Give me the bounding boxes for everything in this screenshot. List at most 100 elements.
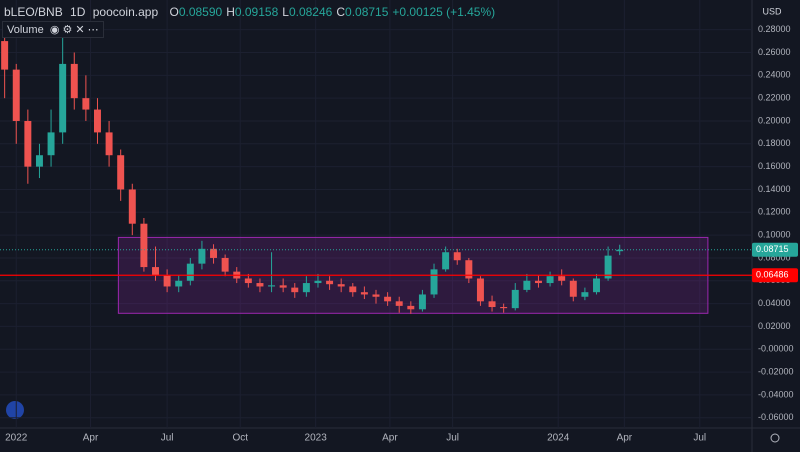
c-label: C [336,5,346,19]
l-label: L [282,5,289,19]
y-tick-label: 0.20000 [758,115,791,125]
candle-body [372,294,380,297]
x-tick-label: Jul [161,433,174,444]
x-tick-label: Oct [232,433,248,444]
o-value: 0.08590 [178,5,223,19]
candle-body [12,69,20,121]
price-tag [752,242,798,257]
candle-body [256,283,264,287]
y-tick-label: 0.04000 [758,298,791,308]
candle-body [476,278,484,302]
candle-body [511,289,519,309]
candle-body [291,287,299,293]
l-value: 0.08246 [288,5,333,19]
y-tick-label: 0.02000 [758,321,791,331]
candle-body [604,255,612,279]
candle-body [442,252,450,270]
candle-body [70,63,78,99]
candle-body [500,307,508,309]
ohlc: O0.08590 H0.09158 L0.08246 C0.08715 +0.00125… [169,5,499,19]
x-tick-label: Jul [693,433,706,444]
candle-body [453,252,461,261]
candle-body [210,248,218,258]
price-axis [752,0,800,452]
candle-body [1,41,9,70]
o-label: O [169,5,179,19]
logo [6,401,24,419]
candle-body [395,301,403,306]
candle-body [140,223,148,268]
candle-body [384,296,392,302]
y-tick-label: 0.18000 [758,138,791,148]
h-label: H [226,5,235,19]
price-tag-label: 0.08715 [756,244,789,254]
candle-body [117,155,125,190]
candle-body [198,248,206,264]
candle-body [558,276,566,281]
x-tick-label: 2022 [5,433,28,444]
settings-icon[interactable] [770,433,780,443]
candle-body [349,286,357,293]
interval[interactable]: 1D [70,5,86,19]
candle-body [94,109,101,133]
y-tick-label: 0.26000 [758,47,791,57]
candle-body [82,98,90,110]
candle-body [268,285,276,287]
y-tick-label: -0.04000 [758,389,794,399]
currency[interactable]: USD [762,6,782,16]
pane-label[interactable]: Volume ◉ ⚙ ✕ ⋯ [2,21,104,38]
candle-body [407,305,415,310]
candle-body [616,249,624,252]
candle-body [465,260,473,279]
candle-body [534,280,542,284]
candle-body [221,257,229,272]
candle-body [488,301,496,308]
pane-name: Volume [7,24,44,36]
candle-body [186,263,194,281]
y-tick-label: 0.28000 [758,24,791,34]
candle-body [24,120,32,167]
candle-body [175,280,183,287]
x-tick-label: Jul [446,433,459,444]
candle-body [279,285,287,288]
candle-body [128,189,136,224]
h-value: 0.09158 [234,5,279,19]
candle-body [326,280,334,285]
c-value: 0.08715 [345,5,389,19]
candle-body [593,278,600,293]
candle-body [152,267,159,276]
y-tick-label: 0.16000 [758,161,791,171]
x-tick-label: Apr [382,433,398,444]
y-tick-label: 0.12000 [758,207,791,217]
candle-body [569,280,577,297]
candle-body [314,280,322,284]
source: poocoin.app [92,5,159,19]
y-tick-label: 0.24000 [758,70,791,80]
x-tick-label: Apr [617,433,633,444]
candle-body [163,275,171,287]
y-tick-label: -0.00000 [758,344,794,354]
y-tick-label: 0.10000 [758,229,791,239]
candle-body [302,283,310,293]
candle-body [47,132,55,156]
candle-body [523,280,531,290]
x-tick-label: Apr [83,433,99,444]
candle-body [581,292,589,297]
y-tick-label: 0.14000 [758,184,791,194]
y-tick-label: -0.06000 [758,412,794,422]
symbol[interactable]: bLEO/BNB [4,5,63,19]
y-tick-label: 0.22000 [758,93,791,103]
y-tick-label: -0.02000 [758,366,794,376]
y-tick-label: 0.08000 [758,252,791,262]
change: +0.00125 (+1.45%) [392,5,496,19]
x-tick-label: 2023 [305,433,328,444]
candle-body [360,292,368,295]
candle-body [546,276,554,284]
candle-body [337,284,345,287]
candle-body [105,132,113,156]
candle-body [59,63,67,133]
x-tick-label: 2024 [547,433,570,444]
candle-body [35,155,43,167]
